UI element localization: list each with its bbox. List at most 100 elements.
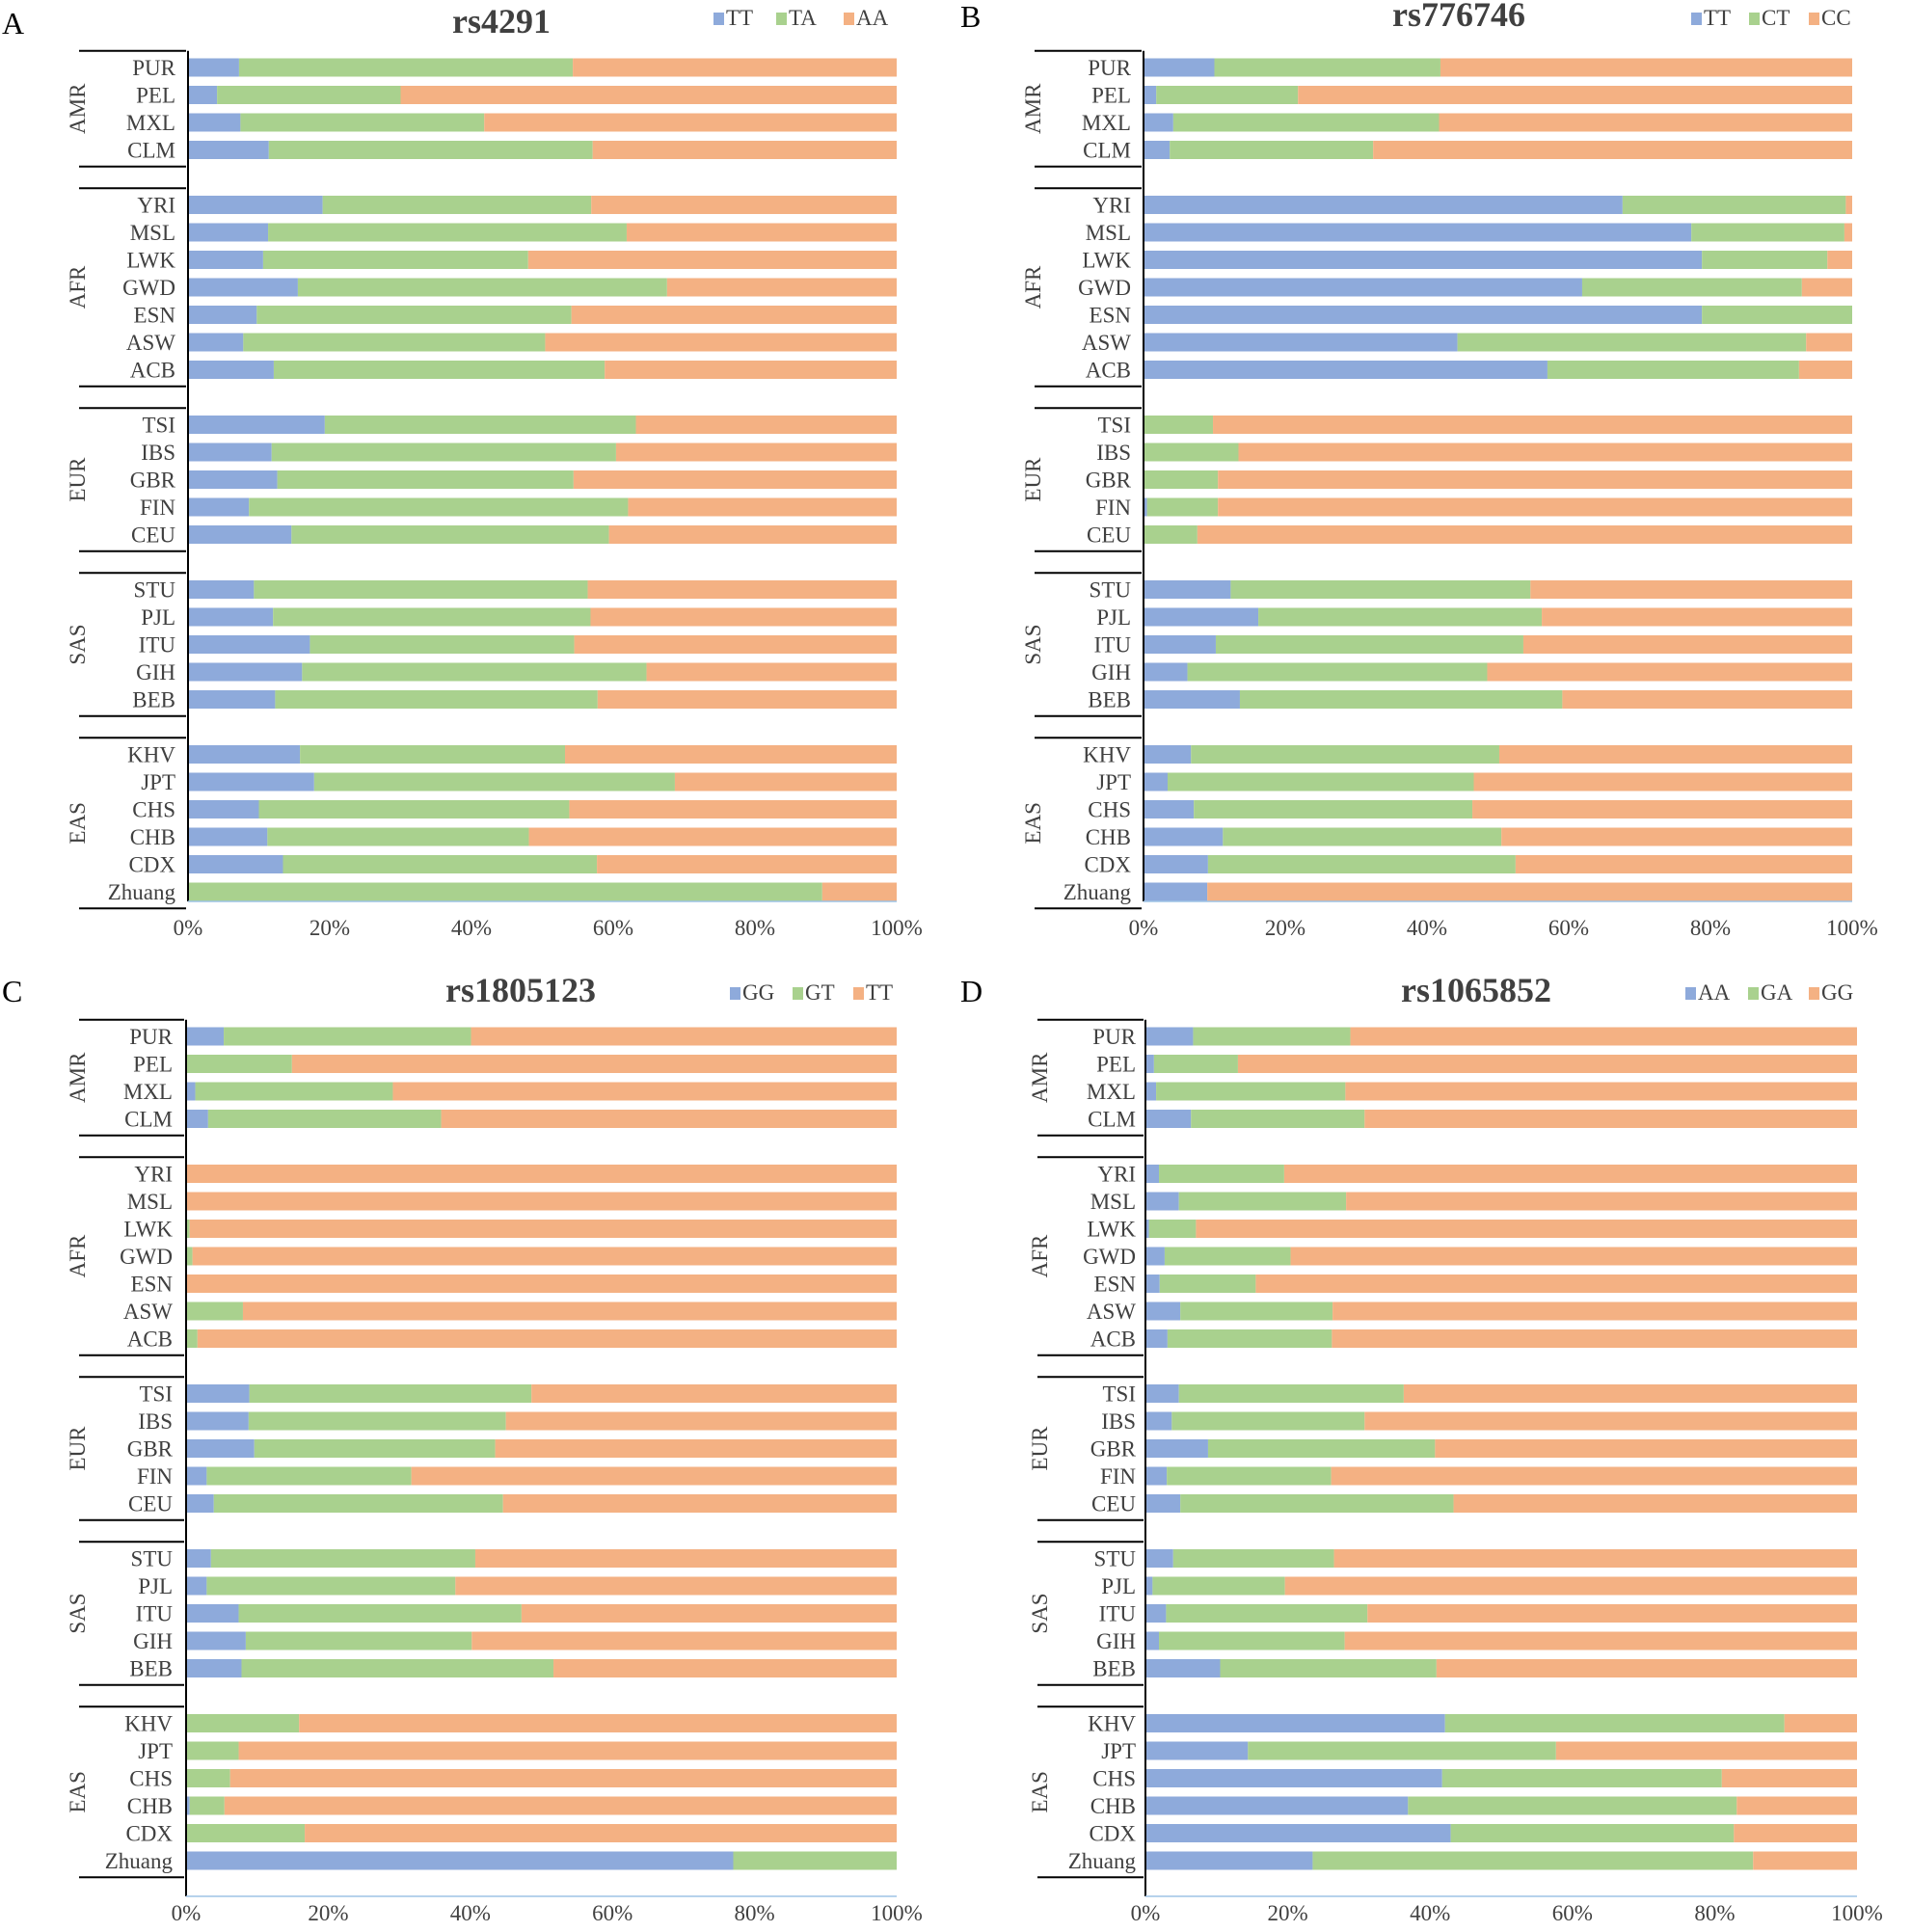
group-label-eur: EUR — [1021, 457, 1045, 502]
bar-a-tsi-tt — [188, 416, 325, 434]
bar-b-msl-tt — [1144, 223, 1692, 242]
category-label: Zhuang — [108, 880, 176, 904]
bar-c-gih-tt — [471, 1631, 897, 1650]
bar-c-beb-gt — [241, 1659, 554, 1677]
category-label: CLM — [124, 1108, 173, 1132]
category-label: GIH — [1096, 1629, 1136, 1653]
bar-b-khv-cc — [1498, 745, 1852, 764]
category-label: PJL — [138, 1574, 173, 1598]
group-label-sas: SAS — [66, 624, 90, 664]
bar-b-gwd-cc — [1801, 278, 1852, 297]
bar-d-fin-aa — [1145, 1466, 1168, 1486]
bar-b-khv-tt — [1144, 745, 1192, 764]
category-label: MSL — [127, 1190, 173, 1214]
bar-d-chb-gg — [1736, 1796, 1857, 1815]
category-label: IBS — [1101, 1409, 1136, 1434]
bar-d-ibs-aa — [1145, 1411, 1172, 1431]
bar-d-khv-gg — [1784, 1714, 1857, 1732]
bar-b-clm-cc — [1373, 141, 1852, 159]
bar-d-asw-gg — [1332, 1301, 1857, 1321]
panel-letter: A — [2, 6, 24, 40]
bar-d-ibs-ga — [1171, 1411, 1365, 1431]
bar-b-fin-tt — [1144, 497, 1147, 517]
bar-d-chs-ga — [1441, 1769, 1722, 1787]
bar-d-mxl-ga — [1156, 1082, 1346, 1101]
bar-b-beb-cc — [1562, 690, 1852, 709]
category-label: ITU — [139, 633, 176, 657]
legend-label-gg: GG — [1821, 980, 1853, 1005]
bar-c-tsi-gt — [249, 1384, 532, 1403]
category-label: FIN — [137, 1464, 173, 1489]
bar-a-gih-ta — [302, 662, 647, 682]
bar-c-acb-tt — [197, 1329, 898, 1348]
category-label: STU — [131, 1547, 174, 1571]
bar-d-ceu-ga — [1180, 1494, 1454, 1513]
bar-a-chs-aa — [569, 800, 897, 818]
bar-d-acb-aa — [1145, 1329, 1168, 1348]
category-label: ASW — [123, 1300, 173, 1324]
bar-d-chs-aa — [1145, 1769, 1442, 1787]
category-label: GIH — [1091, 660, 1131, 684]
bar-a-gih-tt — [188, 662, 303, 682]
bar-a-pur-ta — [238, 58, 574, 77]
bar-a-pel-ta — [217, 86, 401, 104]
legend-label-gt: GT — [805, 980, 835, 1005]
bar-b-lwk-ct — [1702, 251, 1828, 269]
bar-c-gbr-tt — [495, 1439, 897, 1458]
bar-c-acb-gt — [186, 1329, 198, 1348]
bar-d-gih-ga — [1159, 1631, 1345, 1650]
bar-c-pur-tt — [471, 1027, 897, 1046]
bar-b-mxl-cc — [1439, 113, 1852, 132]
bar-d-itu-ga — [1166, 1604, 1368, 1623]
bar-b-ibs-ct — [1144, 443, 1239, 462]
bar-a-chs-ta — [258, 800, 570, 818]
legend-label-ta: TA — [789, 6, 817, 30]
bar-b-yri-ct — [1622, 196, 1846, 214]
category-label: STU — [134, 578, 176, 603]
bar-b-jpt-cc — [1473, 772, 1852, 792]
bar-c-ceu-gg — [186, 1494, 214, 1513]
bar-b-stu-cc — [1530, 580, 1852, 599]
category-label: CHS — [129, 1767, 173, 1791]
category-label: Zhuang — [1068, 1849, 1137, 1873]
bar-b-yri-tt — [1144, 196, 1623, 214]
bar-d-ceu-aa — [1145, 1494, 1181, 1513]
bar-a-jpt-tt — [188, 772, 314, 792]
bar-d-gbr-gg — [1435, 1439, 1857, 1458]
bar-c-msl-tt — [186, 1192, 897, 1211]
x-tick-label: 80% — [1694, 1901, 1735, 1925]
category-label: GBR — [1090, 1437, 1137, 1462]
panel-a: PUR PEL MXL CLM YRI MSL LWK GWD ESN ASW ACB TSI IBS G… — [2, 2, 923, 940]
bar-c-asw-tt — [242, 1301, 897, 1321]
bar-c-mxl-gg — [186, 1082, 196, 1101]
category-label: PEL — [133, 1053, 173, 1077]
bar-c-itu-tt — [521, 1604, 897, 1623]
x-tick-label: 40% — [1407, 916, 1447, 940]
category-label: FIN — [1100, 1464, 1136, 1489]
bar-a-itu-tt — [188, 635, 310, 654]
group-label-sas: SAS — [1021, 624, 1045, 664]
bar-d-stu-gg — [1333, 1549, 1857, 1568]
group-label-eur: EUR — [66, 1426, 90, 1471]
bar-a-cdx-aa — [597, 855, 897, 873]
category-label: PJL — [1101, 1574, 1136, 1598]
bar-a-acb-ta — [273, 361, 606, 379]
group-label-amr: AMR — [66, 83, 90, 134]
category-label: CHB — [127, 1794, 173, 1818]
bar-b-gwd-ct — [1581, 278, 1802, 297]
category-label: BEB — [132, 688, 175, 712]
bar-b-cdx-cc — [1515, 855, 1852, 873]
bar-c-fin-gt — [206, 1466, 412, 1486]
category-label: PUR — [129, 1025, 173, 1049]
category-label: CEU — [131, 523, 175, 548]
legend-label-ga: GA — [1761, 980, 1793, 1005]
bar-a-beb-ta — [275, 690, 598, 709]
category-label: GWD — [120, 1245, 173, 1269]
bar-a-lwk-aa — [527, 251, 897, 269]
category-label: CHB — [130, 825, 175, 849]
x-tick-label: 40% — [451, 916, 492, 940]
category-label: GBR — [1086, 469, 1132, 493]
group-label-afr: AFR — [1021, 265, 1045, 309]
category-label: TSI — [143, 414, 176, 438]
